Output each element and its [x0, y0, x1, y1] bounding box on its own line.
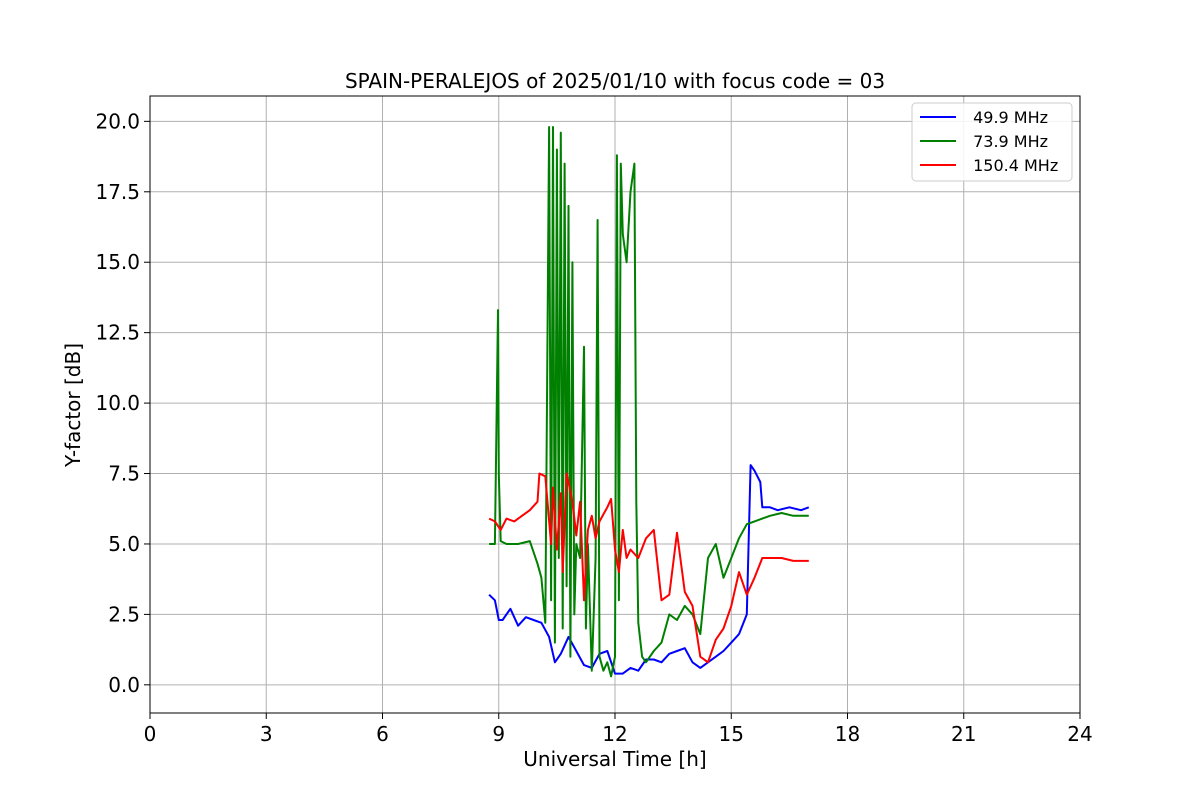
y-tick-label: 17.5 — [95, 180, 140, 204]
x-tick-label: 21 — [951, 722, 976, 746]
x-tick-label: 6 — [376, 722, 389, 746]
x-tick-label: 3 — [260, 722, 273, 746]
x-tick-label: 0 — [144, 722, 157, 746]
legend: 49.9 MHz 73.9 MHz 150.4 MHz — [911, 102, 1073, 182]
x-tick-label: 9 — [492, 722, 505, 746]
y-tick-label: 2.5 — [108, 602, 140, 626]
x-tick-label: 15 — [719, 722, 744, 746]
y-tick-label: 0.0 — [108, 673, 140, 697]
x-axis-label: Universal Time [h] — [523, 747, 706, 771]
chart-title: SPAIN-PERALEJOS of 2025/01/10 with focus… — [345, 69, 885, 93]
y-axis-label: Y-factor [dB] — [61, 343, 85, 468]
y-tick-label: 7.5 — [108, 462, 140, 486]
series-layer — [488, 126, 810, 678]
ticks: 0 3 6 9 12 15 18 21 24 0.0 2.5 5.0 7.5 10.0 12.5 15.0 17… — [95, 109, 1092, 746]
legend-label: 150.4 MHz — [968, 156, 1058, 175]
legend-box — [911, 102, 1073, 182]
y-tick-label: 10.0 — [95, 391, 140, 415]
series-line-0 — [488, 464, 810, 675]
x-tick-label: 24 — [1067, 722, 1092, 746]
legend-label: 73.9 MHz — [968, 132, 1048, 151]
y-tick-label: 15.0 — [95, 250, 140, 274]
x-tick-label: 12 — [602, 722, 627, 746]
series-line-2 — [488, 472, 809, 664]
legend-label: 49.9 MHz — [968, 108, 1048, 127]
y-tick-label: 12.5 — [95, 321, 140, 345]
x-tick-label: 18 — [835, 722, 860, 746]
series-line-1 — [489, 126, 809, 678]
y-tick-label: 20.0 — [95, 109, 140, 133]
y-tick-label: 5.0 — [108, 532, 140, 556]
